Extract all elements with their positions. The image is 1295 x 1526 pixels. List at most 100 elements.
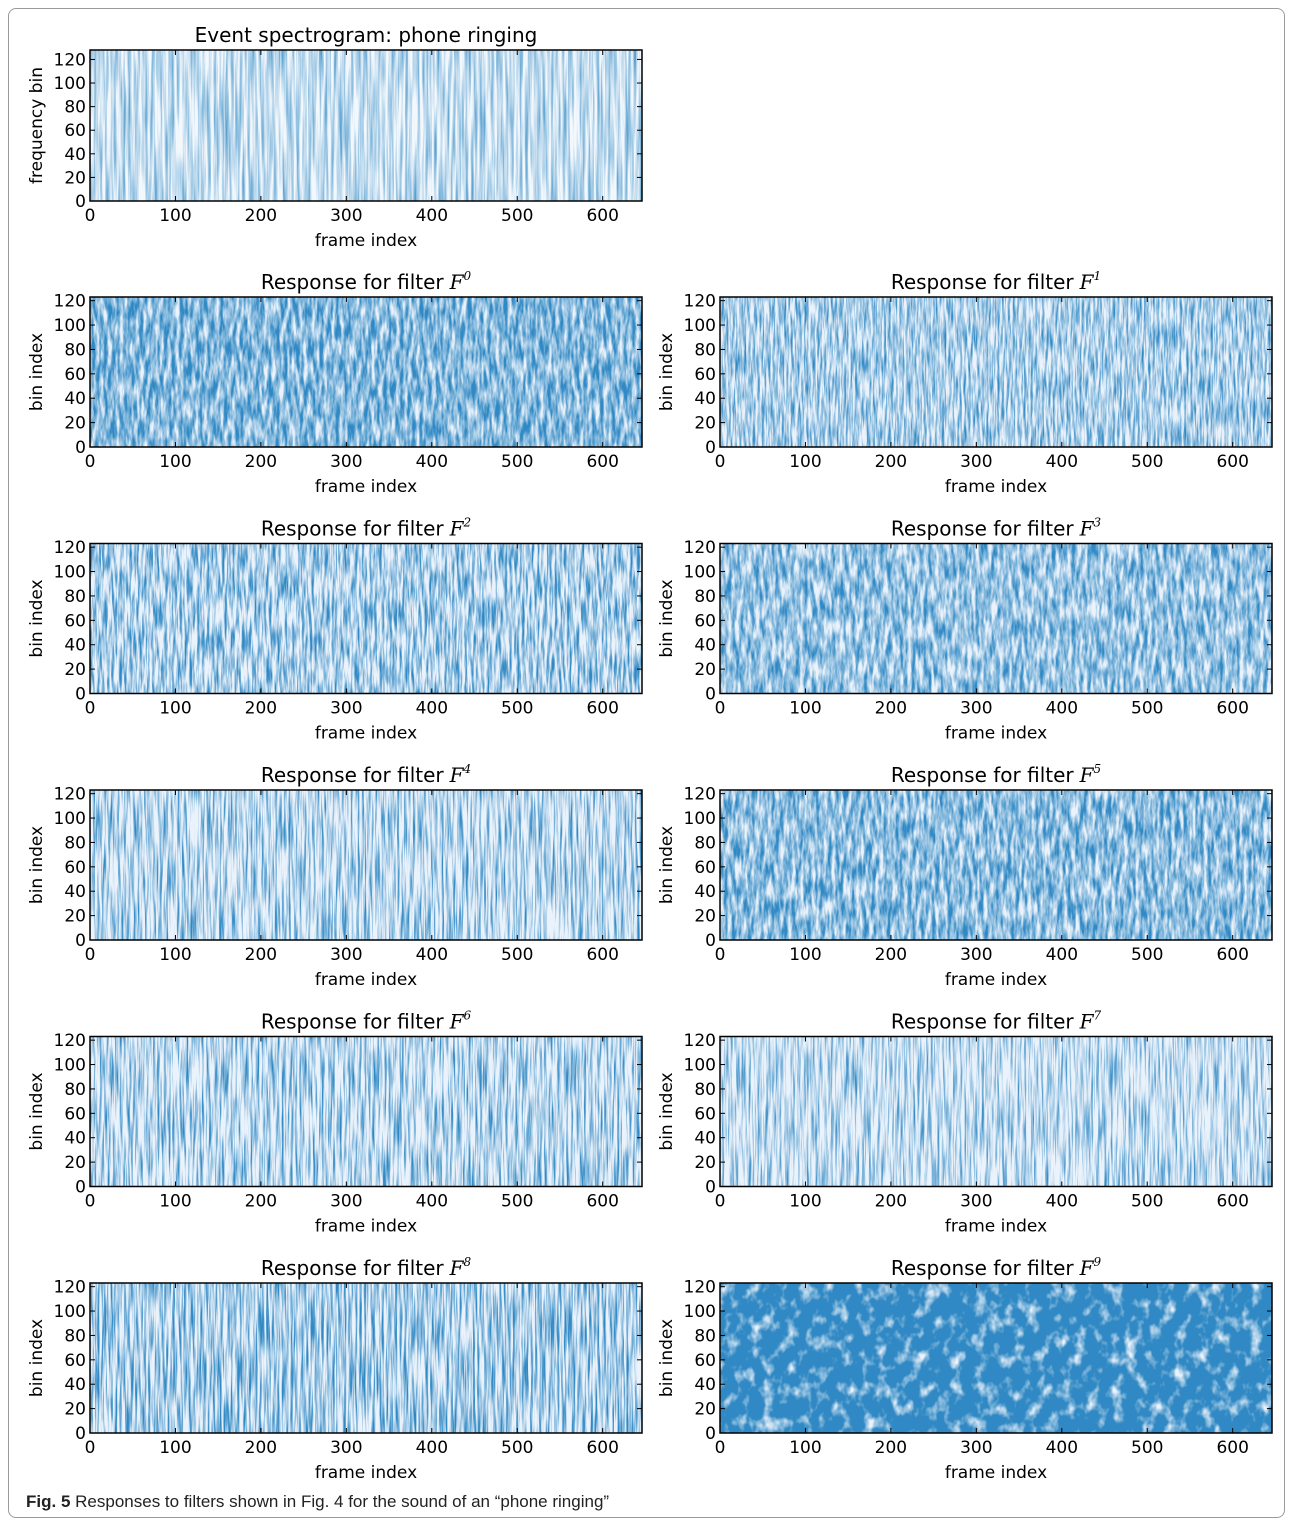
y-tick-label: 60 — [694, 1104, 716, 1124]
y-tick-label: 80 — [64, 833, 86, 853]
x-tick-label: 400 — [416, 1192, 448, 1212]
axes-frame — [719, 542, 1273, 695]
y-tick-label: 0 — [75, 1178, 86, 1198]
title-text: Event spectrogram: phone ringing — [195, 23, 538, 47]
x-tick-label: 500 — [501, 699, 533, 719]
axes-frame — [719, 296, 1273, 448]
title-symbol: F — [1079, 270, 1095, 294]
y-tick-label: 120 — [54, 50, 86, 70]
title-index: 0 — [464, 269, 472, 283]
y-tick-label: 60 — [64, 858, 86, 878]
y-tick-label: 40 — [64, 1375, 86, 1395]
x-tick-label: 100 — [159, 206, 191, 226]
title-index: 9 — [1094, 1255, 1102, 1269]
chart-title: Response for filter F5 — [891, 762, 1101, 787]
title-symbol: F — [1079, 1256, 1095, 1280]
y-tick-label: 80 — [64, 1080, 86, 1100]
y-tick-label: 120 — [54, 292, 86, 312]
x-tick-label: 100 — [159, 699, 191, 719]
title-symbol: F — [449, 763, 465, 787]
x-tick-label: 200 — [245, 1192, 277, 1212]
caption: Fig. 5 Responses to filters shown in Fig… — [26, 1492, 609, 1512]
chart-title: Response for filter F9 — [891, 1255, 1102, 1280]
y-tick-label: 80 — [64, 587, 86, 607]
y-tick-label: 100 — [684, 1302, 716, 1322]
x-tick-label: 500 — [501, 1438, 533, 1458]
y-tick-label: 100 — [54, 74, 86, 94]
y-axis-label: bin index — [657, 333, 677, 411]
x-tick-label: 600 — [586, 206, 618, 226]
x-axis-label: frame index — [315, 1217, 417, 1237]
y-tick-label: 0 — [75, 192, 86, 212]
y-tick-label: 20 — [694, 414, 716, 434]
title-text: Response for filter — [261, 1010, 445, 1034]
x-tick-label: 200 — [245, 945, 277, 965]
axes-frame — [719, 789, 1273, 941]
heatmap-texture — [90, 790, 642, 940]
y-tick-label: 40 — [64, 1129, 86, 1149]
y-tick-label: 60 — [64, 365, 86, 385]
x-tick-label: 100 — [789, 1438, 821, 1458]
x-axis-label: frame index — [945, 970, 1047, 990]
y-tick-label: 100 — [54, 809, 86, 829]
x-tick-label: 400 — [1046, 945, 1078, 965]
heatmap-texture — [90, 1283, 642, 1433]
y-tick-label: 120 — [684, 292, 716, 312]
title-text: Response for filter — [891, 1010, 1075, 1034]
y-tick-label: 20 — [64, 168, 86, 188]
title-index: 6 — [464, 1009, 472, 1023]
x-tick-label: 200 — [245, 452, 277, 472]
title-text: Response for filter — [891, 517, 1075, 541]
x-tick-label: 600 — [1216, 1192, 1248, 1212]
y-tick-label: 40 — [694, 389, 716, 409]
y-tick-label: 40 — [694, 636, 716, 656]
axes-frame — [89, 542, 643, 695]
y-tick-label: 100 — [54, 316, 86, 336]
y-axis-label: bin index — [657, 826, 677, 904]
x-axis-label: frame index — [315, 724, 417, 744]
title-index: 8 — [464, 1255, 472, 1269]
y-tick-label: 120 — [684, 538, 716, 558]
y-tick-label: 100 — [54, 563, 86, 583]
x-tick-label: 400 — [416, 945, 448, 965]
x-tick-label: 500 — [1131, 452, 1163, 472]
y-tick-label: 100 — [54, 1302, 86, 1322]
y-tick-label: 40 — [64, 636, 86, 656]
x-tick-label: 0 — [85, 206, 96, 226]
y-tick-label: 0 — [75, 1424, 86, 1444]
heatmap-texture — [720, 1283, 1272, 1433]
chart-title: Response for filter F8 — [261, 1255, 472, 1280]
x-axis-label: frame index — [945, 477, 1047, 497]
y-axis-label: bin index — [657, 579, 677, 657]
y-tick-label: 60 — [694, 365, 716, 385]
y-tick-label: 100 — [684, 563, 716, 583]
heatmap-texture — [90, 1036, 642, 1187]
x-tick-label: 500 — [1131, 945, 1163, 965]
x-tick-label: 0 — [715, 945, 726, 965]
y-tick-label: 80 — [694, 1080, 716, 1100]
caption-text: Responses to filters shown in Fig. 4 for… — [75, 1492, 610, 1511]
x-tick-label: 500 — [501, 1192, 533, 1212]
title-symbol: F — [1079, 1010, 1095, 1034]
y-tick-label: 80 — [694, 833, 716, 853]
y-tick-label: 80 — [694, 587, 716, 607]
title-symbol: F — [1079, 763, 1095, 787]
y-axis-label: bin index — [27, 826, 47, 904]
x-tick-label: 300 — [330, 699, 362, 719]
heatmap-texture — [720, 297, 1272, 447]
y-tick-label: 100 — [54, 1056, 86, 1076]
y-tick-label: 20 — [64, 414, 86, 434]
x-tick-label: 400 — [416, 699, 448, 719]
title-index: 7 — [1094, 1009, 1102, 1023]
x-tick-label: 100 — [789, 945, 821, 965]
y-tick-label: 120 — [54, 1278, 86, 1298]
x-axis-label: frame index — [315, 477, 417, 497]
title-symbol: F — [449, 1256, 465, 1280]
y-tick-label: 60 — [64, 611, 86, 631]
y-tick-label: 0 — [705, 1178, 716, 1198]
x-tick-label: 600 — [586, 1438, 618, 1458]
x-tick-label: 300 — [960, 1438, 992, 1458]
axes-frame — [89, 1035, 643, 1188]
x-tick-label: 100 — [159, 1438, 191, 1458]
